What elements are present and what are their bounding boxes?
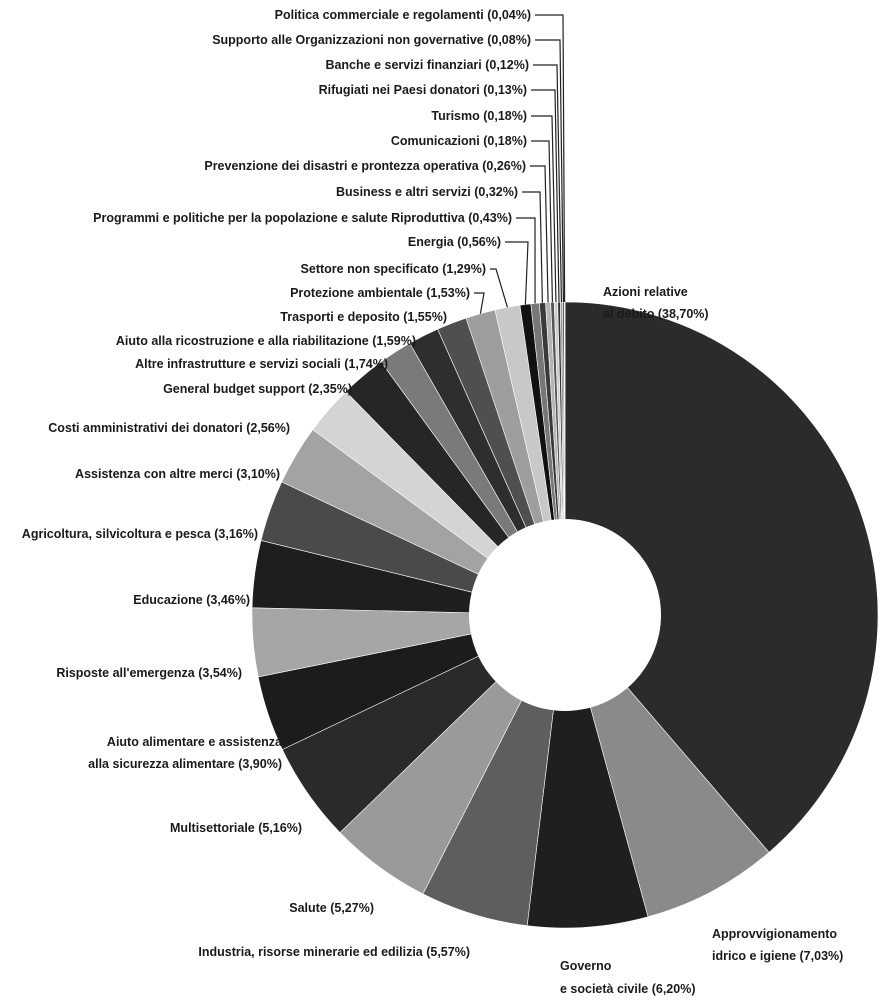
- slice-label-16: Trasporti e deposito (1,55%): [280, 310, 447, 324]
- slice-label-2: Approvvigionamento idrico e igiene (7,03%…: [712, 927, 843, 963]
- slice-label-8: Risposte all'emergenza (3,54%): [56, 666, 242, 680]
- slice-label-24: Turismo (0,18%): [431, 109, 527, 123]
- slice-label-26: Banche e servizi finanziari (0,12%): [325, 58, 529, 72]
- slice-label-25: Rifugiati nei Paesi donatori (0,13%): [319, 83, 527, 97]
- slice-label-11: Assistenza con altre merci (3,10%): [75, 467, 280, 481]
- slice-label-23: Comunicazioni (0,18%): [391, 134, 527, 148]
- slice-label-9: Educazione (3,46%): [133, 593, 250, 607]
- slice-label-12: Costi amministrativi dei donatori (2,56%…: [48, 421, 290, 435]
- slice-label-18: Settore non specificato (1,29%): [301, 262, 486, 276]
- slice-label-1: Azioni relative al debito (38,70%): [603, 285, 709, 321]
- slice-label-19: Energia (0,56%): [408, 235, 501, 249]
- slice-label-20: Programmi e politiche per la popolazione…: [93, 211, 512, 225]
- slice-label-21: Business e altri servizi (0,32%): [336, 185, 518, 199]
- leader-line-21: [522, 192, 542, 303]
- slice-label-3: Governo e società civile (6,20%): [560, 959, 696, 996]
- slice-label-28: Politica commerciale e regolamenti (0,04…: [275, 8, 531, 22]
- leader-line-22: [530, 166, 548, 302]
- leader-line-19: [505, 242, 528, 305]
- slice-label-4: Industria, risorse minerarie ed edilizia…: [198, 945, 470, 959]
- slice-label-5: Salute (5,27%): [289, 901, 374, 915]
- slice-label-13: General budget support (2,35%): [163, 382, 352, 396]
- leader-line-17: [474, 293, 484, 314]
- slice-label-22: Prevenzione dei disastri e prontezza ope…: [204, 159, 526, 173]
- slice-label-27: Supporto alle Organizzazioni non governa…: [212, 33, 531, 47]
- slice-label-6: Multisettoriale (5,16%): [170, 821, 302, 835]
- donut-hole: [469, 519, 661, 711]
- slice-label-17: Protezione ambientale (1,53%): [290, 286, 470, 300]
- slice-label-15: Aiuto alla ricostruzione e alla riabilit…: [116, 334, 416, 348]
- slice-label-10: Agricoltura, silvicoltura e pesca (3,16%…: [22, 527, 258, 541]
- slice-label-7: Aiuto alimentare e assistenza alla sicure…: [88, 735, 283, 771]
- slice-label-14: Altre infrastrutture e servizi sociali (…: [135, 357, 388, 371]
- leader-line-18: [490, 269, 507, 307]
